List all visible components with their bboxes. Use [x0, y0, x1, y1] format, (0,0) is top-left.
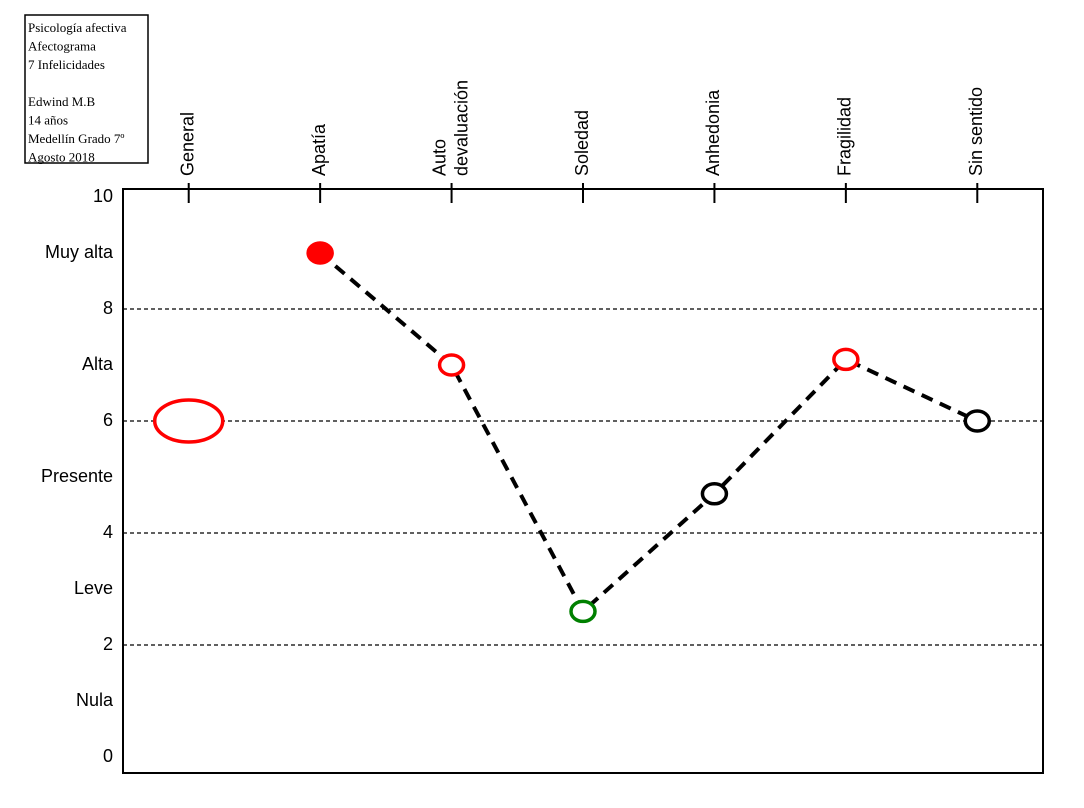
- marker: [569, 599, 597, 624]
- x-tick-label: General: [177, 112, 197, 176]
- y-tick-label: 2: [103, 634, 113, 654]
- y-tick-label: 0: [103, 746, 113, 766]
- marker: [152, 398, 225, 444]
- x-tick-label: Anhedonia: [703, 89, 723, 176]
- note-line: Medellín Grado 7º: [28, 131, 124, 146]
- note-line: Edwind M.B: [28, 94, 96, 109]
- y-tick-label: 10: [93, 186, 113, 206]
- note-line: 7 Infelicidades: [28, 57, 105, 72]
- marker: [700, 482, 729, 506]
- marker: [832, 347, 860, 372]
- note-line: Psicología afectiva: [28, 20, 127, 35]
- x-tick-label: Soledad: [572, 110, 592, 176]
- plot-frame: [122, 188, 1044, 774]
- x-tick-label: Apatía: [309, 123, 329, 176]
- x-tick-label: Sin sentido: [966, 87, 986, 176]
- y-tick-label: 4: [103, 522, 113, 542]
- marker: [963, 409, 992, 433]
- x-tick-label: devaluación: [451, 80, 471, 176]
- x-tick-label: Auto: [429, 139, 449, 176]
- y-tick-label: Muy alta: [45, 242, 114, 262]
- marker: [437, 353, 466, 377]
- y-tick-label: Alta: [82, 354, 114, 374]
- y-tick-label: 8: [103, 298, 113, 318]
- note-box: [24, 14, 149, 164]
- y-tick-label: Leve: [74, 578, 113, 598]
- note-line: Afectograma: [28, 38, 96, 53]
- marker: [306, 241, 334, 265]
- data-line: [318, 251, 979, 615]
- note-line: Agosto 2018: [28, 149, 95, 164]
- note-line: 14 años: [28, 112, 68, 127]
- y-tick-label: 6: [103, 410, 113, 430]
- y-tick-label: Presente: [41, 466, 113, 486]
- y-tick-label: Nula: [76, 690, 114, 710]
- x-tick-label: Fragilidad: [835, 97, 855, 176]
